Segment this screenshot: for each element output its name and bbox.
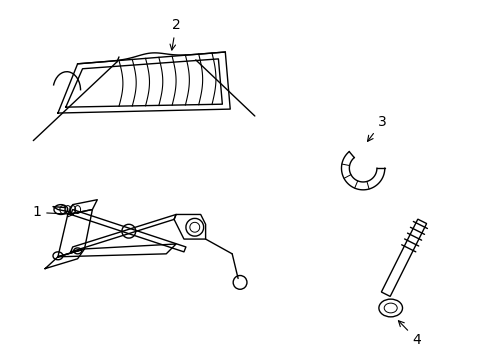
Text: 1: 1 <box>32 206 74 220</box>
Text: 2: 2 <box>170 18 180 50</box>
Text: 3: 3 <box>367 115 386 141</box>
Text: 4: 4 <box>398 321 420 347</box>
